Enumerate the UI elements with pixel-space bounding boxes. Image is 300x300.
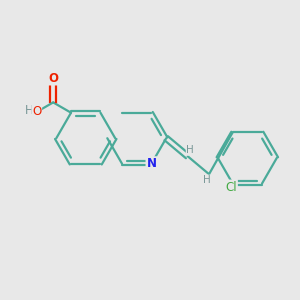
Text: H: H — [203, 175, 210, 185]
Text: N: N — [146, 157, 157, 170]
Text: H: H — [25, 103, 34, 117]
Text: H: H — [186, 145, 194, 155]
Text: O: O — [32, 105, 41, 118]
Text: Cl: Cl — [225, 181, 237, 194]
Text: O: O — [48, 72, 58, 85]
